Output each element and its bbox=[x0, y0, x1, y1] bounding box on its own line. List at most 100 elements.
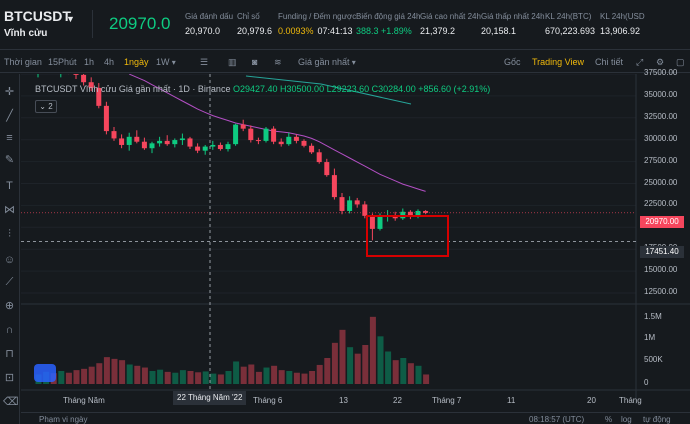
legend-close: C30284.00 bbox=[371, 84, 416, 94]
volume-bar bbox=[309, 371, 316, 384]
time-axis-label: 11 bbox=[507, 396, 516, 405]
candle-body bbox=[134, 136, 140, 142]
volume-bar bbox=[126, 364, 133, 384]
tab-tradingview[interactable]: Trading View bbox=[532, 57, 585, 67]
trash-icon[interactable]: ⌫ bbox=[3, 396, 19, 408]
volume-bar bbox=[377, 336, 384, 384]
candle-body bbox=[354, 200, 360, 205]
chart-footer: Phạm vi ngày 08:18:57 (UTC) % log tự độn… bbox=[21, 412, 690, 424]
candle-body bbox=[407, 211, 413, 217]
volume-bar bbox=[187, 371, 194, 384]
stat-value-primary: 13,906.92 bbox=[600, 26, 641, 36]
percent-toggle[interactable]: % bbox=[605, 415, 613, 424]
stat-value: 20,158.1 bbox=[481, 26, 545, 36]
candle-body bbox=[278, 141, 284, 145]
fib-icon[interactable]: ⫶ bbox=[8, 228, 11, 240]
candle-body bbox=[187, 138, 193, 147]
tab-basic[interactable]: Gốc bbox=[504, 57, 521, 67]
price-axis-label: 22500.00 bbox=[644, 199, 678, 209]
legend-high: H30500.00 bbox=[280, 84, 325, 94]
stat-value-primary: 388.3 +1.89% bbox=[356, 26, 412, 36]
stat-value: 388.3 +1.89% bbox=[356, 26, 421, 36]
candle-body bbox=[240, 124, 246, 129]
indicator-settings-icon[interactable]: ☰ bbox=[200, 57, 209, 67]
fullscreen-icon[interactable]: ▢ bbox=[676, 57, 685, 67]
lock-drawings-icon[interactable]: ⊡ bbox=[4, 372, 15, 384]
volume-bar bbox=[240, 366, 247, 384]
stat-label: KL 24h(USD bbox=[600, 12, 645, 21]
stat-4: Giá cao nhất 24h 21,379.2 bbox=[420, 12, 481, 36]
ruler-icon[interactable]: ⟋ bbox=[5, 276, 14, 288]
volume-bar bbox=[248, 364, 255, 384]
stat-value: 20,979.6 bbox=[237, 26, 272, 36]
volume-bar bbox=[103, 357, 110, 384]
candle-body bbox=[103, 105, 109, 132]
time-axis-label: Tháng 7 bbox=[432, 396, 462, 405]
text-tool-icon[interactable]: T bbox=[6, 180, 13, 192]
candle-body bbox=[164, 140, 170, 145]
volume-bar bbox=[111, 358, 118, 384]
stat-value-primary: 20,970.0 bbox=[185, 26, 221, 36]
date-range-select[interactable]: Phạm vi ngày bbox=[39, 415, 88, 424]
interval-1h[interactable]: 1h bbox=[84, 57, 95, 67]
time-axis-label: 22 bbox=[393, 396, 402, 405]
legend-title: BTCUSDT Vĩnh cửu Giá gần nhất · 1D · Bin… bbox=[35, 84, 231, 94]
volume-bar bbox=[164, 371, 171, 384]
brush-icon[interactable]: ✎ bbox=[4, 154, 15, 166]
volume-axis-label: 0 bbox=[644, 378, 649, 387]
settings-icon[interactable]: ⚙ bbox=[656, 57, 665, 67]
screenshot-icon[interactable]: ◙ bbox=[252, 57, 258, 67]
indicator-collapse-button[interactable]: ⌄ 2 bbox=[35, 100, 57, 113]
time-axis-label: 13 bbox=[339, 396, 348, 405]
tab-depth[interactable]: Chi tiết bbox=[595, 57, 624, 67]
volume-bar bbox=[65, 372, 72, 384]
volume-bar bbox=[301, 373, 308, 384]
expand-icon[interactable]: ⤢ bbox=[636, 57, 644, 67]
zoom-in-icon[interactable]: ⊕ bbox=[4, 300, 15, 312]
volume-bar bbox=[233, 361, 240, 384]
volume-bar bbox=[179, 370, 186, 384]
stat-value-primary: 20,158.1 bbox=[481, 26, 517, 36]
trendline-icon[interactable]: ╱ bbox=[6, 110, 13, 122]
auto-toggle[interactable]: tự động bbox=[643, 415, 671, 424]
price-axis-label: 25000.00 bbox=[644, 177, 678, 187]
stat-value: 0.0093% 07:41:13 bbox=[278, 26, 356, 36]
cursor-date-tag: 22 Tháng Năm '22 bbox=[173, 391, 247, 405]
stat-value: 20,970.0 bbox=[185, 26, 233, 36]
interval-1d[interactable]: 1ngày bbox=[124, 57, 149, 67]
symbol-dropdown-icon[interactable]: ▼ bbox=[66, 14, 75, 24]
stat-value: 21,379.2 bbox=[420, 26, 481, 36]
lock-icon[interactable]: ⊓ bbox=[5, 348, 14, 360]
pattern-icon[interactable]: ⋈ bbox=[4, 204, 15, 216]
candle-body bbox=[415, 210, 421, 217]
candle-body bbox=[88, 82, 94, 88]
volume-bar bbox=[392, 360, 399, 384]
candle-type-icon[interactable]: ▥ bbox=[228, 57, 237, 67]
volume-bar bbox=[73, 370, 80, 384]
interval-4h[interactable]: 4h bbox=[104, 57, 115, 67]
price-type-select[interactable]: Giá gần nhất bbox=[298, 57, 356, 67]
price-axis-label: 15000.00 bbox=[644, 265, 678, 275]
parallel-channel-icon[interactable]: ≡ bbox=[6, 132, 13, 144]
volume-bar bbox=[354, 353, 361, 384]
crosshair-icon[interactable]: ✛ bbox=[4, 86, 15, 98]
volume-bar bbox=[362, 345, 369, 384]
emoji-icon[interactable]: ☺ bbox=[3, 254, 16, 266]
magnet-icon[interactable]: ∩ bbox=[5, 324, 14, 336]
candle-body bbox=[179, 138, 185, 141]
volume-bar bbox=[172, 372, 179, 384]
last-price: 20970.0 bbox=[109, 14, 171, 33]
price-chart[interactable]: BTCUSDT Vĩnh cửu Giá gần nhất · 1D · Bin… bbox=[21, 61, 690, 424]
candle-body bbox=[309, 145, 315, 153]
volume-bar bbox=[331, 342, 338, 384]
volume-axis-label: 1M bbox=[644, 333, 656, 342]
symbol-name[interactable]: BTCUSDT bbox=[4, 8, 71, 24]
log-toggle[interactable]: log bbox=[621, 415, 632, 424]
interval-1w[interactable]: 1W bbox=[156, 57, 176, 67]
indicators-icon[interactable]: ≋ bbox=[274, 57, 282, 67]
candle-body bbox=[263, 128, 269, 141]
interval-15m[interactable]: 15Phút bbox=[48, 57, 77, 67]
candle-body bbox=[339, 197, 345, 211]
volume-bar bbox=[202, 371, 209, 384]
candle-body bbox=[202, 146, 208, 151]
